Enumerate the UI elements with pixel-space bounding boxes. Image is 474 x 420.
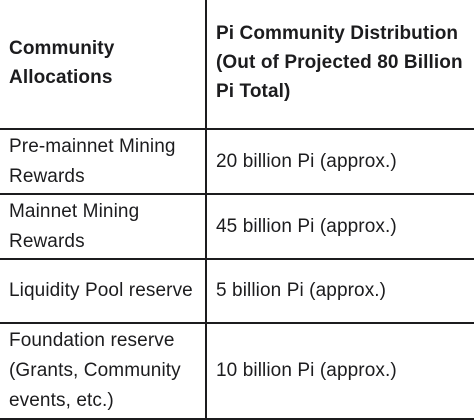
distribution-cell: 20 billion Pi (approx.) [205, 128, 474, 195]
allocation-cell: Mainnet Mining Rewards [0, 193, 207, 260]
table-row: Pre-mainnet Mining Rewards 20 billion Pi… [0, 128, 474, 195]
column-header-distribution: Pi Community Distribution (Out of Projec… [205, 0, 474, 130]
column-header-allocations: Community Allocations [0, 0, 207, 130]
allocation-cell: Foundation reserve (Grants, Community ev… [0, 322, 207, 420]
allocation-cell: Liquidity Pool reserve [0, 258, 207, 324]
table-header-row: Community Allocations Pi Community Distr… [0, 0, 474, 130]
distribution-cell: 45 billion Pi (approx.) [205, 193, 474, 260]
allocation-cell: Pre-mainnet Mining Rewards [0, 128, 207, 195]
distribution-cell: 5 billion Pi (approx.) [205, 258, 474, 324]
table-row: Mainnet Mining Rewards 45 billion Pi (ap… [0, 193, 474, 260]
table-row: Liquidity Pool reserve 5 billion Pi (app… [0, 258, 474, 324]
table-row: Foundation reserve (Grants, Community ev… [0, 322, 474, 420]
distribution-cell: 10 billion Pi (approx.) [205, 322, 474, 420]
